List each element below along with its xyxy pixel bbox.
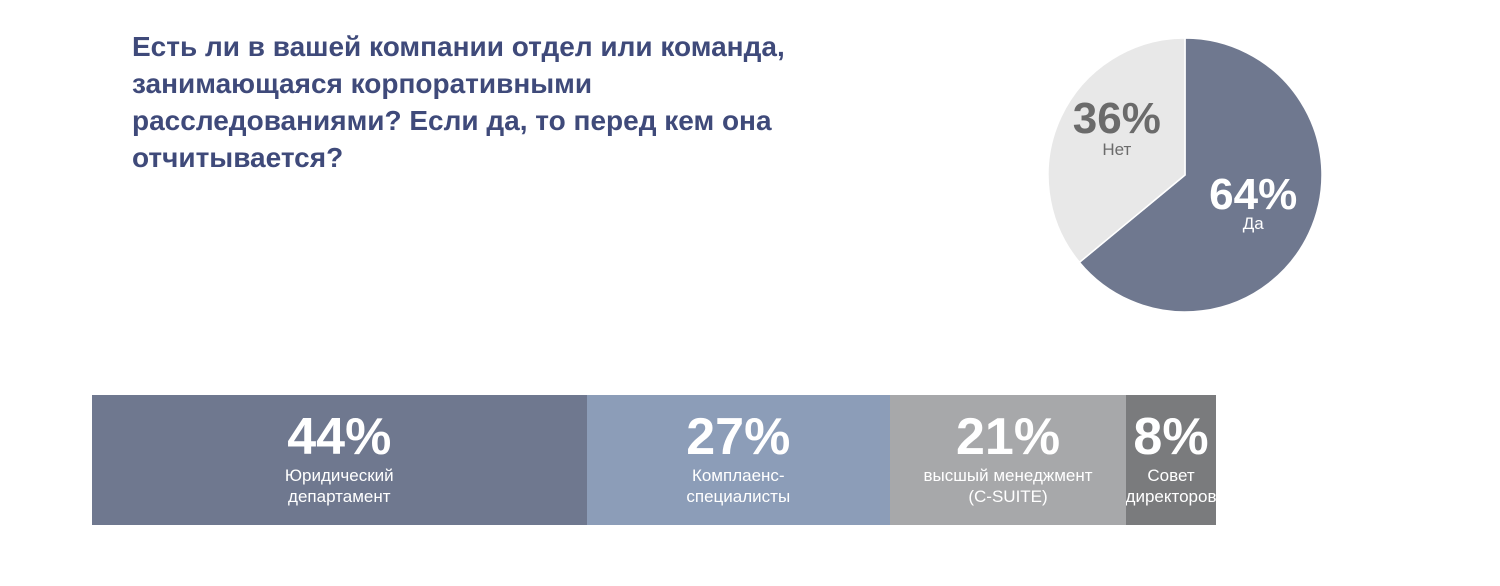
pie-category-label: Нет <box>1102 140 1131 159</box>
yes-no-pie-chart: 64%Да 36%Нет <box>1047 37 1323 313</box>
pie-value-label: 36% <box>1073 94 1161 143</box>
reporting-stacked-bar: 44% Юридический департамент 27% Комплаенс- … <box>92 395 1216 525</box>
bar-segment-0: 44% Юридический департамент <box>92 395 587 525</box>
pie-slice-1 <box>1047 37 1186 264</box>
question-title: Есть ли в вашей компании отдел или коман… <box>132 31 785 173</box>
bar-value-label: 21% <box>955 408 1061 466</box>
pie-value-label: 64% <box>1209 170 1297 219</box>
bar-segment-3: 8% Совет директоров <box>1126 395 1216 525</box>
bar-category-label: Совет директоров <box>1126 466 1216 506</box>
bar-value-label: 8% <box>1133 408 1209 466</box>
bar-category-label: высшый менеджмент (C-SUITE) <box>923 466 1093 506</box>
bar-segment-1: 27% Комплаенс- специалисты <box>586 395 891 525</box>
bar-category-label: Комплаенс- специалисты <box>686 466 791 506</box>
pie-slice-0 <box>1078 37 1323 313</box>
bar-value-label: 27% <box>686 408 791 466</box>
bar-segment-2: 21% высшый менеджмент (C-SUITE) <box>890 395 1127 525</box>
pie-category-label: Да <box>1243 214 1265 233</box>
bar-value-label: 44% <box>287 408 392 466</box>
bar-category-label: Юридический департамент <box>284 466 394 506</box>
